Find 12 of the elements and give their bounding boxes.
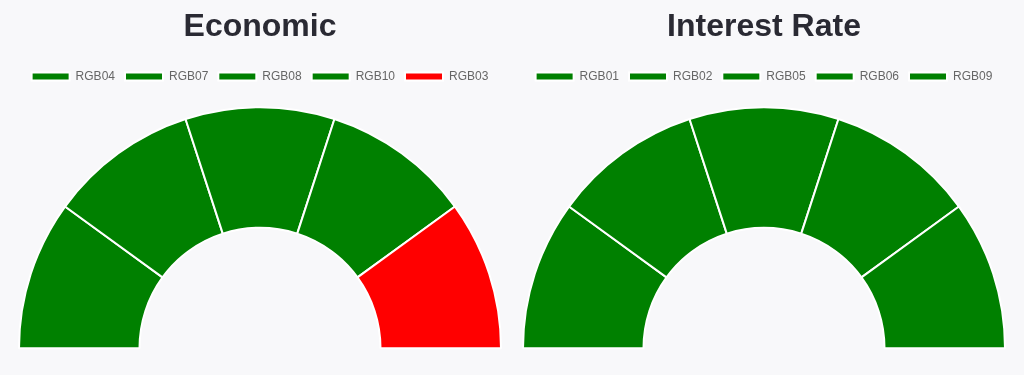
chart-title: Interest Rate bbox=[667, 7, 861, 44]
chart-title: Economic bbox=[183, 7, 337, 44]
legend-label: RGB03 bbox=[449, 68, 489, 83]
legend-label: RGB04 bbox=[75, 68, 116, 83]
legend-label: RGB09 bbox=[953, 68, 993, 83]
legend-label: RGB06 bbox=[859, 68, 900, 83]
legend-label: RGB10 bbox=[355, 68, 396, 83]
legend-label: RGB08 bbox=[262, 68, 302, 83]
legend-label: RGB07 bbox=[168, 68, 209, 83]
legend-label: RGB01 bbox=[579, 68, 620, 83]
legend-label: RGB02 bbox=[672, 68, 713, 83]
legend-label: RGB05 bbox=[766, 68, 806, 83]
